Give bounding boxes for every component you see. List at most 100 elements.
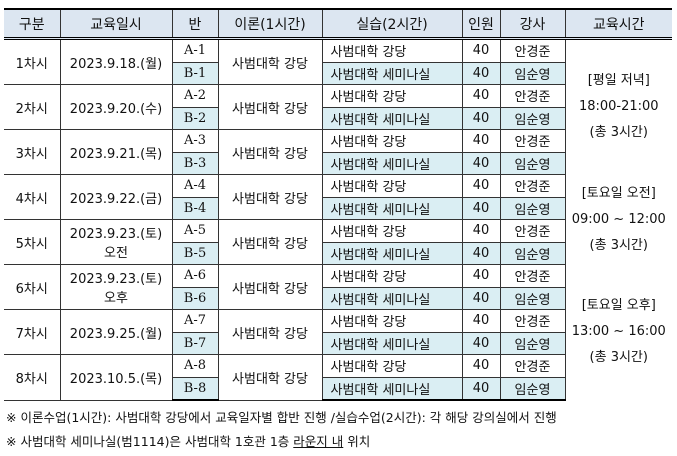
date-text: 2023.9.23.(토): [69, 272, 163, 287]
count-cell: 40: [461, 286, 501, 310]
table-row: B-4 사범대학 세미나실 40 임순영: [4, 196, 672, 220]
class-cell: B-8: [171, 376, 219, 401]
note-2-tail: 위치: [343, 434, 371, 449]
class-cell: B-7: [171, 331, 219, 355]
count-cell: 40: [461, 38, 501, 63]
time-line: (총 3시간): [589, 237, 648, 253]
practice-cell: 사범대학 강당: [321, 219, 463, 243]
count-cell: 40: [461, 331, 501, 355]
instructor-cell: 임순영: [499, 241, 566, 265]
class-cell: A-1: [171, 38, 219, 63]
session-date: 2023.9.23.(토) 오전: [59, 219, 173, 265]
count-cell: 40: [461, 376, 501, 401]
count-cell: 40: [461, 151, 501, 175]
table-row: 8차시 2023.10.5.(목) A-8 사범대학 강당 사범대학 강당 40 안경준: [4, 354, 672, 401]
date-text: 2023.9.25.(월): [69, 326, 163, 342]
practice-cell: 사범대학 세미나실: [321, 286, 463, 310]
instructor-cell: 안경준: [499, 38, 566, 63]
instructor-cell: 안경준: [499, 354, 566, 378]
date-text: 2023.9.20.(수): [69, 101, 163, 117]
session-label: 1차시: [4, 38, 61, 85]
notes: ※ 이론수업(1시간): 사범대학 강당에서 교육일자별 합반 진행 /실습수업…: [6, 406, 557, 454]
instructor-cell: 안경준: [499, 309, 566, 333]
count-cell: 40: [461, 354, 501, 378]
class-cell: A-2: [171, 84, 219, 108]
date-text: 2023.10.5.(목): [69, 371, 163, 387]
count-cell: 40: [461, 219, 501, 243]
time-cell: [토요일 오후] 13:00 ~ 16:00 (총 3시간): [564, 264, 672, 400]
table-row: 1차시 2023.9.18.(월) A-1 사범대학 강당 사범대학 강당 40 안경준 [평…: [4, 38, 672, 175]
instructor-cell: 임순영: [499, 196, 566, 220]
session-date: 2023.9.21.(목): [59, 129, 173, 175]
time-line: (총 3시간): [589, 350, 648, 366]
instructor-cell: 안경준: [499, 219, 566, 243]
class-cell: B-1: [171, 61, 219, 85]
session-date: 2023.9.18.(월): [59, 38, 173, 85]
class-cell: A-6: [171, 264, 219, 288]
count-cell: 40: [461, 106, 501, 130]
note-1: ※ 이론수업(1시간): 사범대학 강당에서 교육일자별 합반 진행 /실습수업…: [6, 410, 557, 425]
date-period: 오전: [104, 246, 128, 261]
theory-cell: 사범대학 강당: [217, 354, 323, 401]
header-class: 반: [171, 8, 219, 40]
session-label: 3차시: [4, 129, 61, 175]
instructor-cell: 안경준: [499, 174, 566, 198]
header-date: 교육일시: [59, 8, 173, 40]
class-cell: B-4: [171, 196, 219, 220]
time-line: (총 3시간): [589, 125, 648, 141]
table-row: B-3 사범대학 세미나실 40 임순영: [4, 151, 672, 175]
session-label: 5차시: [4, 219, 61, 265]
header-count: 인원: [461, 8, 501, 40]
schedule-table: 구분 교육일시 반 이론(1시간) 실습(2시간) 인원 강사 교육시간 1차시…: [4, 8, 672, 401]
practice-cell: 사범대학 강당: [321, 309, 463, 333]
instructor-cell: 안경준: [499, 84, 566, 108]
table-row: B-2 사범대학 세미나실 40 임순영: [4, 106, 672, 130]
class-cell: A-3: [171, 129, 219, 153]
date-period: 오후: [104, 291, 128, 306]
header-theory: 이론(1시간): [217, 8, 323, 40]
time-line: [토요일 오후]: [581, 298, 656, 314]
note-2-underlined: 라운지 내: [293, 434, 344, 449]
date-text: 2023.9.18.(월): [69, 56, 163, 72]
time-cell: [평일 저녁] 18:00-21:00 (총 3시간): [564, 38, 672, 175]
class-cell: A-5: [171, 219, 219, 243]
theory-cell: 사범대학 강당: [217, 219, 323, 265]
practice-cell: 사범대학 세미나실: [321, 61, 463, 85]
practice-cell: 사범대학 강당: [321, 264, 463, 288]
count-cell: 40: [461, 309, 501, 333]
practice-cell: 사범대학 강당: [321, 84, 463, 108]
session-label: 8차시: [4, 354, 61, 401]
class-cell: A-8: [171, 354, 219, 378]
count-cell: 40: [461, 264, 501, 288]
session-label: 6차시: [4, 264, 61, 310]
date-text: 2023.9.22.(금): [69, 191, 163, 207]
instructor-cell: 임순영: [499, 286, 566, 310]
practice-cell: 사범대학 강당: [321, 129, 463, 153]
instructor-cell: 임순영: [499, 106, 566, 130]
theory-cell: 사범대학 강당: [217, 84, 323, 130]
session-date: 2023.9.22.(금): [59, 174, 173, 220]
session-date: 2023.9.20.(수): [59, 84, 173, 130]
session-label: 2차시: [4, 84, 61, 130]
instructor-cell: 임순영: [499, 61, 566, 85]
table-row: B-1 사범대학 세미나실 40 임순영: [4, 61, 672, 85]
class-cell: B-2: [171, 106, 219, 130]
count-cell: 40: [461, 174, 501, 198]
practice-cell: 사범대학 세미나실: [321, 106, 463, 130]
table-row: B-6 사범대학 세미나실 40 임순영: [4, 286, 672, 310]
instructor-cell: 안경준: [499, 129, 566, 153]
count-cell: 40: [461, 196, 501, 220]
table-row: 5차시 2023.9.23.(토) 오전 A-5 사범대학 강당 사범대학 강당 40 안경준: [4, 219, 672, 265]
class-cell: A-7: [171, 309, 219, 333]
class-cell: B-3: [171, 151, 219, 175]
practice-cell: 사범대학 강당: [321, 38, 463, 63]
table-row: B-8 사범대학 세미나실 40 임순영: [4, 376, 672, 401]
instructor-cell: 임순영: [499, 376, 566, 401]
note-2-text: ※ 사범대학 세미나실(범1114)은 사범대학 1호관 1층: [6, 434, 294, 449]
theory-cell: 사범대학 강당: [217, 309, 323, 355]
date-text: 2023.9.23.(토): [69, 227, 163, 242]
count-cell: 40: [461, 84, 501, 108]
instructor-cell: 임순영: [499, 151, 566, 175]
time-line: [평일 저녁]: [587, 73, 650, 89]
theory-cell: 사범대학 강당: [217, 38, 323, 85]
